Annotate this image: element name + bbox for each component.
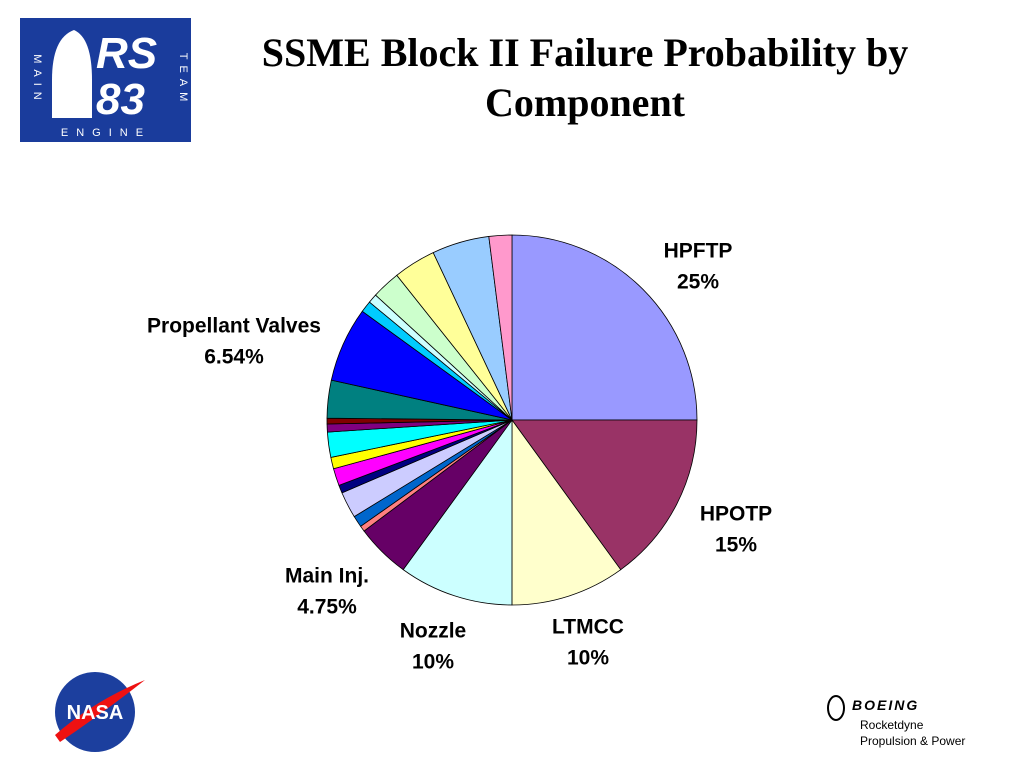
value-label: 15%	[715, 534, 757, 557]
logo-text: MAIN	[31, 54, 43, 106]
nasa-text: NASA	[67, 702, 124, 724]
slice-label: Main Inj.	[285, 565, 369, 588]
pie-slice	[402, 418, 513, 606]
chart-title: SSME Block II Failure Probability by Com…	[261, 30, 909, 125]
boeing-text: BOEING	[852, 697, 919, 713]
pie-slice	[511, 419, 698, 571]
boeing-symbol	[827, 695, 845, 721]
pie-slice	[511, 418, 622, 606]
value-label: 4.75%	[297, 596, 357, 619]
boeing-logo: BOEING Rocketdyne Propulsion & Power	[827, 695, 965, 748]
value-label: 10%	[412, 651, 454, 674]
slice-label: LTMCC	[552, 616, 624, 639]
footer-text: Rocketdyne	[860, 718, 924, 732]
slice-label: Nozzle	[400, 620, 467, 643]
value-label: 6.54%	[204, 346, 264, 369]
value-label: 25%	[677, 271, 719, 294]
value-label: 10%	[567, 647, 609, 670]
slice-label: HPFTP	[664, 240, 733, 263]
logo-text: ENGINE	[61, 127, 151, 139]
logo-mark: 83	[96, 75, 145, 124]
footer-text: Propulsion & Power	[860, 734, 965, 748]
slice-label: Propellant Valves	[147, 315, 321, 338]
nasa-logo: NASA	[55, 672, 145, 752]
pie-slice	[511, 234, 698, 421]
rs83-logo: RS 83 MAIN TEAM ENGINE	[20, 18, 191, 142]
logo-text: TEAM	[177, 53, 189, 108]
pie-slice	[488, 234, 513, 421]
nasa-swoosh	[55, 680, 145, 742]
slice-label: HPOTP	[700, 503, 772, 526]
logo-mark: RS	[96, 29, 157, 78]
logo-bg	[20, 18, 191, 142]
logo-engine	[52, 30, 92, 118]
